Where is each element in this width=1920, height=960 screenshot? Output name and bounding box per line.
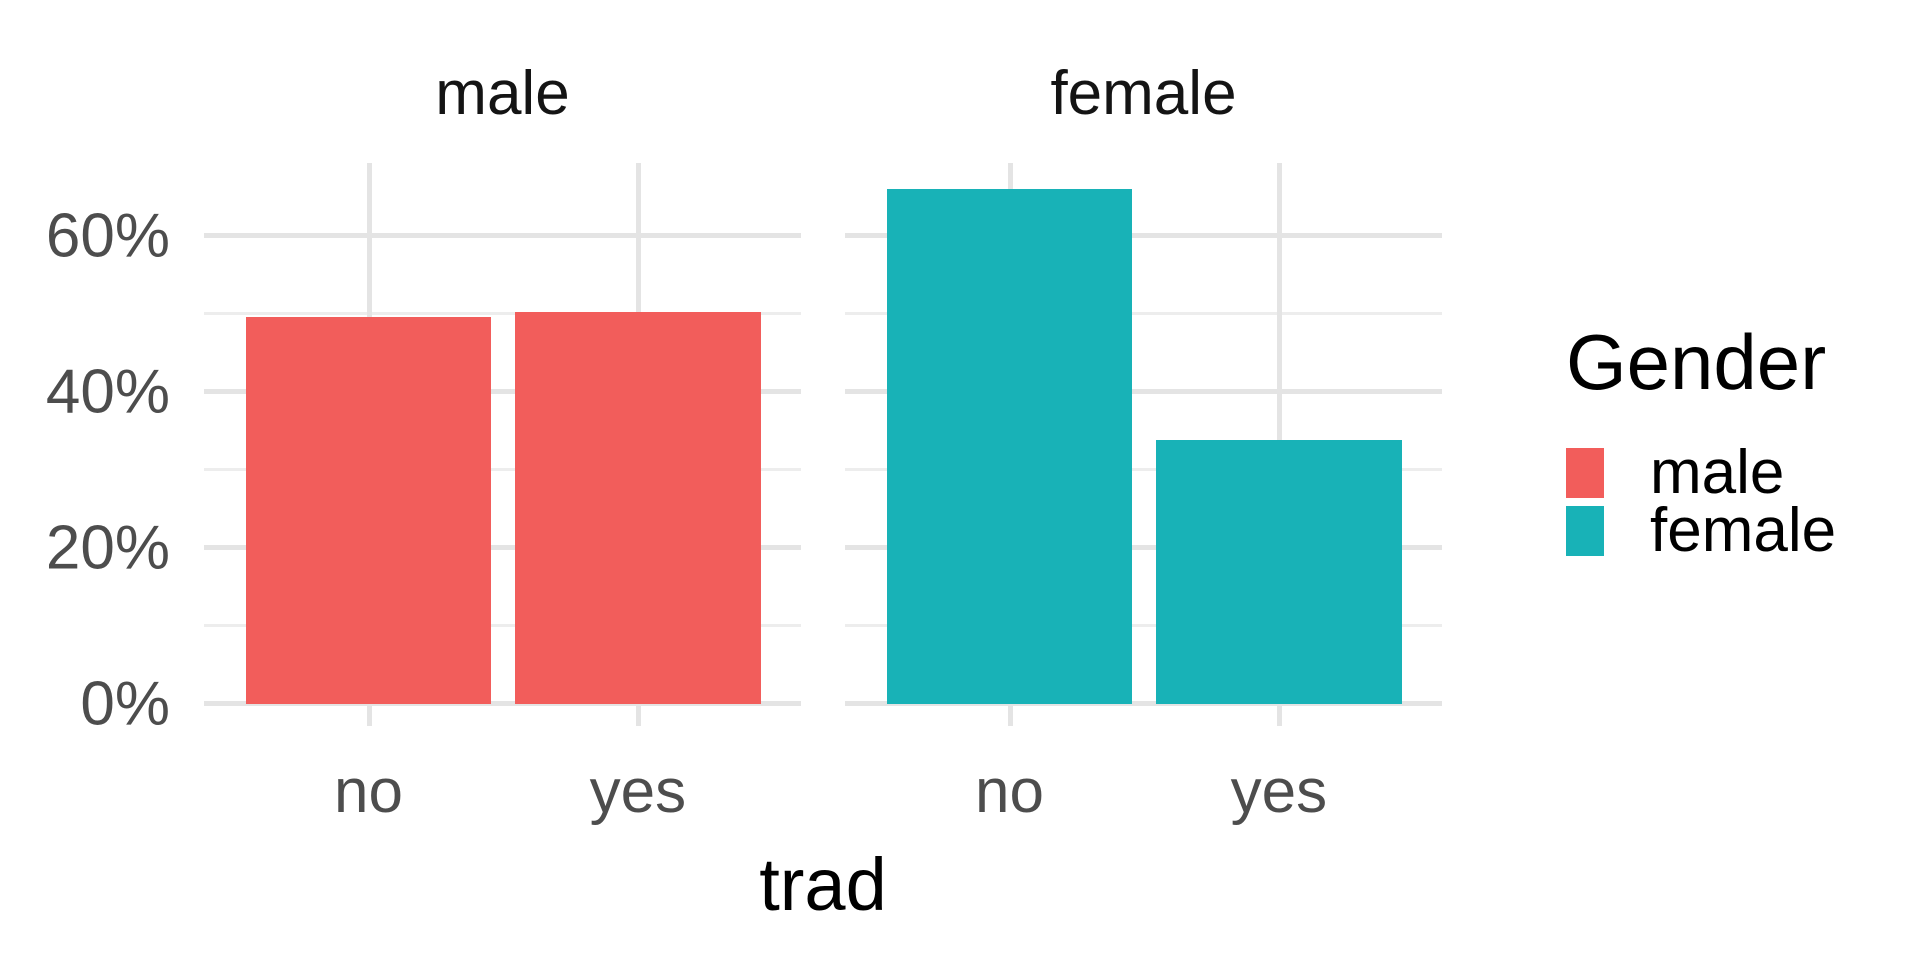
- legend: Gender male female: [1566, 316, 1906, 564]
- y-tick-label-40%: 40%: [45, 357, 170, 427]
- gridline-major-40%: [204, 389, 801, 395]
- facet-panel-male: no yes: [204, 163, 801, 826]
- legend-swatch-female: [1566, 506, 1604, 556]
- x-axis-tick-yes: [1276, 704, 1282, 726]
- gridline-minor: [204, 312, 801, 316]
- legend-label-male: male: [1650, 438, 1785, 507]
- y-tick-label-0%: 0%: [80, 669, 170, 739]
- x-tick-label-female-yes: yes: [1230, 757, 1328, 826]
- x-axis-tick-no: [366, 704, 372, 726]
- gridline-major-40%: [845, 389, 1442, 395]
- legend-swatch-male: [1566, 448, 1604, 498]
- bar-female-yes: [1156, 439, 1402, 704]
- facet-strip-female: female: [1050, 59, 1237, 128]
- y-tick-label-20%: 20%: [45, 513, 170, 583]
- facet-strip-male: male: [435, 59, 570, 128]
- gridline-major-60%: [204, 233, 801, 239]
- gridline-vertical-yes: [1276, 163, 1282, 704]
- gridline-major-60%: [845, 233, 1442, 239]
- legend-items: male female: [1566, 438, 1906, 565]
- facet-panel-female: no yes: [845, 163, 1442, 826]
- gridline-minor: [845, 468, 1442, 472]
- y-axis: 0% 20% 40% 60%: [0, 163, 170, 739]
- bar-male-no: [245, 316, 492, 704]
- bar-female-no: [886, 188, 1133, 704]
- x-tick-label-male-no: no: [334, 757, 404, 826]
- bar-male-yes: [515, 311, 761, 704]
- legend-label-female: female: [1650, 496, 1837, 565]
- gridline-major-0%: [204, 701, 801, 706]
- gridline-major-20%: [204, 545, 801, 551]
- gridline-major-20%: [845, 545, 1442, 551]
- y-tick-label-60%: 60%: [45, 201, 170, 271]
- legend-item-female: female: [1566, 496, 1906, 565]
- x-tick-label-female-no: no: [975, 757, 1045, 826]
- x-axis-title: trad: [759, 843, 887, 926]
- gridline-major-0%: [845, 701, 1442, 706]
- gridline-minor: [204, 468, 801, 472]
- gridline-minor: [204, 624, 801, 628]
- x-axis-tick-no: [1007, 704, 1013, 726]
- x-tick-label-male-yes: yes: [589, 757, 687, 826]
- legend-title: Gender: [1566, 318, 1827, 406]
- gridline-minor: [845, 312, 1442, 316]
- legend-item-male: male: [1566, 438, 1906, 507]
- x-axis-tick-yes: [635, 704, 641, 726]
- gridline-minor: [845, 624, 1442, 628]
